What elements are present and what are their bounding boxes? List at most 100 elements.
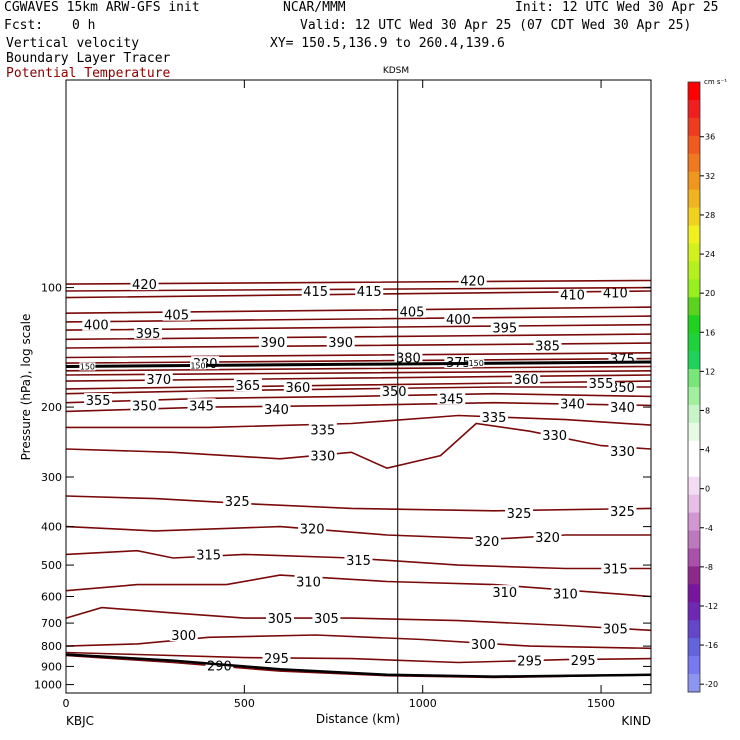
contour-label-bg: [490, 585, 519, 599]
contour-label-bg: [469, 636, 498, 650]
org-label: NCAR/MMM: [283, 0, 346, 15]
theta-contour-300: [65, 634, 652, 650]
contour-label-bg: [266, 611, 295, 625]
theta-contour-315: [65, 549, 651, 570]
contour-label-bg: [294, 574, 323, 588]
colorbar-label: -8: [705, 563, 713, 572]
theta-contour-400: [65, 315, 652, 323]
contour-label-325: 325: [610, 505, 635, 520]
colorbar-label: 8: [705, 406, 710, 415]
contour-label-bg: [380, 383, 409, 397]
field-boundary-layer-tracer: Boundary Layer Tracer: [6, 51, 171, 66]
contour-label-bg: [308, 422, 337, 436]
contour-label-320: 320: [300, 523, 325, 538]
colorbar-swatch: [688, 458, 700, 478]
contour-label-bg: [84, 393, 113, 407]
theta-contour-295: [65, 651, 652, 664]
contour-label-bg: [533, 338, 562, 352]
contour-label-bg: [444, 312, 473, 326]
contour-label-bg: [258, 334, 287, 348]
xy-range: XY= 150.5,136.9 to 260.4,139.6: [270, 36, 505, 51]
colorbar-swatch: [688, 674, 700, 693]
y-tick-label: 100: [41, 282, 62, 295]
colorbar-swatch: [688, 584, 700, 603]
contour-label-410: 410: [560, 288, 585, 303]
contour-label-325: 325: [225, 495, 250, 510]
contour-label-bg: [187, 398, 216, 412]
tracer-label: 150: [190, 361, 205, 370]
colorbar-swatch: [688, 135, 700, 155]
colorbar-label: 16: [705, 328, 715, 337]
colorbar-swatch: [688, 261, 700, 280]
contour-label-340: 340: [560, 398, 585, 413]
contour-label-315: 315: [603, 562, 628, 577]
theta-contour-310: [65, 574, 652, 598]
colorbar-label: -16: [705, 641, 718, 650]
contour-label-420: 420: [132, 278, 157, 293]
contour-label-bg: [558, 287, 587, 301]
contour-label-290: 290: [207, 659, 232, 674]
colorbar-swatch: [688, 494, 700, 514]
colorbar-swatch: [688, 333, 700, 352]
contour-label-365: 365: [236, 379, 261, 394]
theta-contour-415: [65, 286, 652, 292]
theta-contour-345: [65, 392, 652, 404]
colorbar-swatch: [688, 638, 700, 657]
colorbar-swatch: [688, 297, 700, 316]
start-station-label: KBJC: [66, 714, 94, 728]
contour-label-bg: [480, 410, 509, 424]
contour-label-415: 415: [303, 285, 328, 300]
contour-label-300: 300: [471, 638, 496, 653]
contour-label-305: 305: [314, 612, 339, 627]
colorbar-swatch: [688, 530, 700, 549]
contour-label-bg: [194, 547, 223, 561]
colorbar-label: 36: [705, 133, 715, 142]
colorbar-label: 20: [705, 289, 715, 298]
contour-label-bg: [608, 380, 637, 394]
colorbar-swatch: [688, 440, 700, 460]
contour-label-bg: [558, 396, 587, 410]
theta-contour-385: [65, 342, 652, 349]
contour-label-bg: [162, 307, 191, 321]
contour-label-bg: [262, 651, 291, 665]
colorbar-label: 24: [705, 250, 715, 259]
colorbar-swatch: [688, 566, 700, 585]
theta-contour-405: [65, 306, 652, 314]
contour-label-bg: [505, 506, 534, 520]
theta-contour-340: [65, 401, 652, 413]
colorbar-label: 4: [705, 446, 710, 455]
colorbar-swatch: [688, 207, 700, 227]
y-tick-label: 700: [41, 617, 62, 630]
init-time: Init: 12 UTC Wed 30 Apr 25: [515, 0, 719, 15]
contour-label-bg: [533, 530, 562, 544]
x-tick-label: 500: [234, 697, 255, 710]
tracer-label-bg: [79, 362, 96, 371]
contour-label-370: 370: [146, 373, 171, 388]
contour-label-395: 395: [492, 321, 517, 336]
colorbar-swatch: [688, 656, 700, 675]
contour-label-360: 360: [514, 373, 539, 388]
contour-label-295: 295: [571, 654, 596, 669]
colorbar-swatch: [688, 512, 700, 532]
colorbar-unit: cm s⁻¹: [704, 78, 727, 86]
tracer-label-bg: [468, 359, 485, 368]
contour-label-bg: [394, 350, 423, 364]
contour-label-bg: [233, 378, 262, 392]
colorbar-label: 12: [705, 367, 715, 376]
colorbar-swatch: [688, 387, 700, 406]
colorbar-label: -4: [705, 524, 713, 533]
model-title: CGWAVES 15km ARW-GFS init: [4, 0, 200, 15]
contour-label-bg: [458, 273, 487, 287]
contour-label-360: 360: [285, 381, 310, 396]
theta-contour-380: [65, 352, 652, 359]
field-potential-temperature: Potential Temperature: [6, 66, 171, 81]
contour-label-bg: [608, 443, 637, 457]
colorbar-swatch: [688, 315, 700, 334]
y-tick-label: 900: [41, 660, 62, 673]
theta-contour-325: [65, 495, 652, 512]
contour-label-bg: [601, 285, 630, 299]
contour-label-330: 330: [610, 445, 635, 460]
terrain-line: [65, 653, 652, 678]
contour-label-410: 410: [603, 287, 628, 302]
theta-contour-370: [65, 365, 652, 372]
